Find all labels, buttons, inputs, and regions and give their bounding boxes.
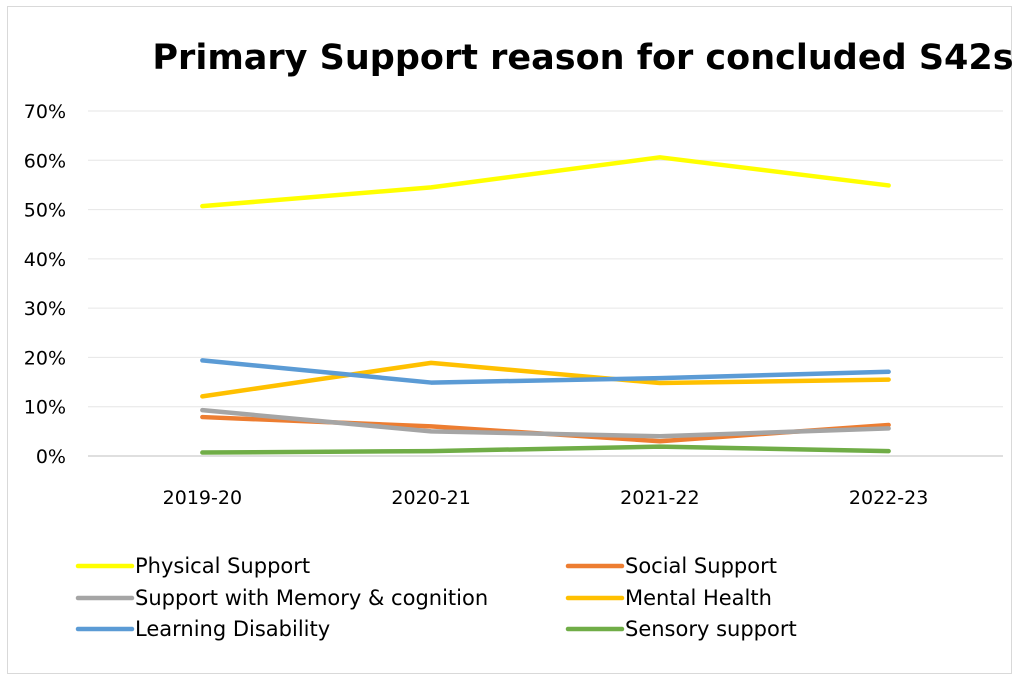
x-tick-label: 2022-23 xyxy=(849,487,928,509)
series-lines xyxy=(200,155,891,455)
legend: Physical Support Social Support Support wi… xyxy=(75,554,797,641)
chart-title: Primary Support reason for concluded S42… xyxy=(152,38,1013,78)
x-tick-label: 2021-22 xyxy=(620,487,699,509)
y-axis-ticks: 0% 10% 20% 30% 40% 50% 60% 70% xyxy=(24,101,66,468)
gridlines xyxy=(88,110,1003,457)
legend-item-social-support: Social Support xyxy=(565,554,777,578)
x-tick-label: 2019-20 xyxy=(163,487,242,509)
legend-label: Social Support xyxy=(625,554,777,578)
legend-item-learning-disability: Learning Disability xyxy=(75,617,330,641)
legend-item-mental-health: Mental Health xyxy=(565,586,772,610)
series-line-physical-support xyxy=(200,155,891,209)
legend-label: Sensory support xyxy=(625,617,797,641)
series-line-learning-disability xyxy=(200,358,891,385)
y-tick-label: 0% xyxy=(36,446,66,468)
legend-label: Physical Support xyxy=(135,554,310,578)
series-line-sensory-support xyxy=(200,444,891,455)
y-tick-label: 40% xyxy=(24,249,66,271)
series-line-support-with-memory-cognition xyxy=(200,407,891,439)
y-tick-label: 60% xyxy=(24,150,66,172)
x-axis-ticks: 2019-20 2020-21 2021-22 2022-23 xyxy=(163,487,929,509)
legend-item-sensory-support: Sensory support xyxy=(565,617,797,641)
x-tick-label: 2020-21 xyxy=(391,487,470,509)
legend-label: Learning Disability xyxy=(135,617,330,641)
legend-label: Support with Memory & cognition xyxy=(135,586,488,610)
chart-svg: Primary Support reason for concluded S42… xyxy=(24,38,1013,641)
y-tick-label: 70% xyxy=(24,101,66,123)
y-tick-label: 10% xyxy=(24,397,66,419)
y-tick-label: 20% xyxy=(24,347,66,369)
legend-label: Mental Health xyxy=(625,586,772,610)
chart-frame: Primary Support reason for concluded S42… xyxy=(7,6,1013,674)
y-tick-label: 50% xyxy=(24,200,66,222)
legend-item-support-with-memory-cognition: Support with Memory & cognition xyxy=(75,586,488,610)
legend-item-physical-support: Physical Support xyxy=(75,554,310,578)
y-tick-label: 30% xyxy=(24,298,66,320)
series-line-mental-health xyxy=(200,360,891,399)
